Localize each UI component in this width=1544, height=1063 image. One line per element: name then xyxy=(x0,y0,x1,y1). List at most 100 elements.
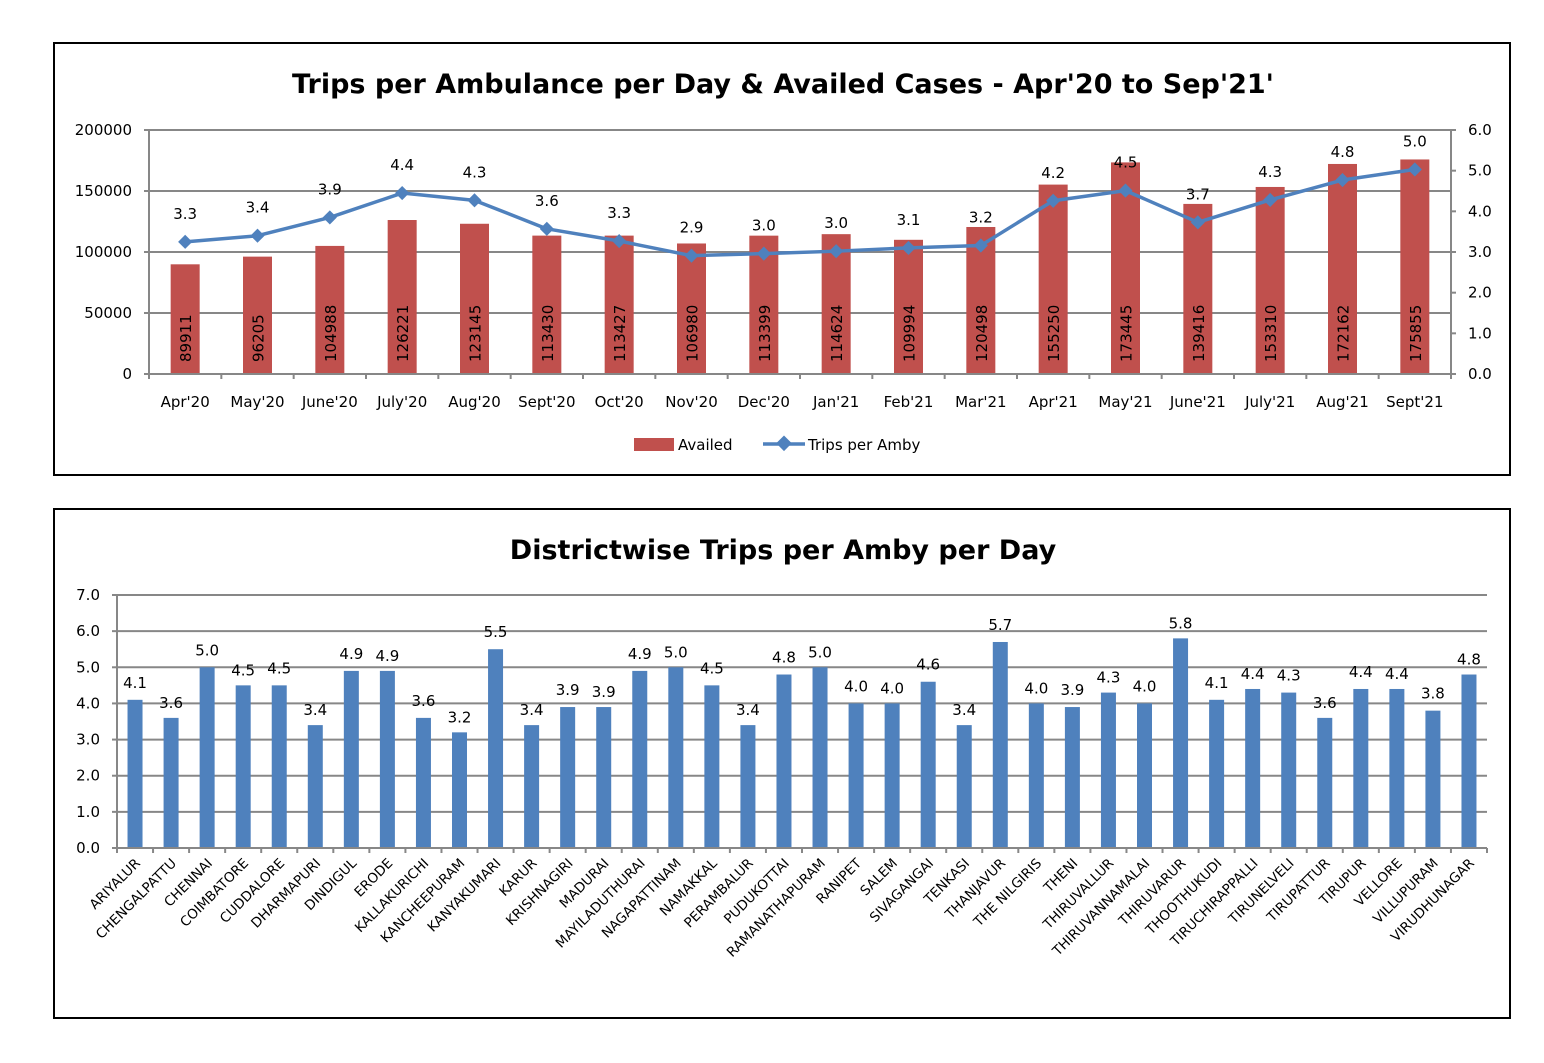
district-bar xyxy=(163,717,179,848)
district-bar xyxy=(127,699,143,848)
x-category-label: July'21 xyxy=(1244,393,1295,411)
district-data-label: 4.5 xyxy=(231,661,255,679)
availed-bar xyxy=(387,220,417,374)
district-bar xyxy=(1209,699,1225,848)
availed-bar-label: 139416 xyxy=(1190,305,1208,362)
trips-marker xyxy=(395,185,410,201)
district-data-label: 4.6 xyxy=(916,656,940,674)
x-category-label: Dec'20 xyxy=(738,393,790,411)
district-data-label: 5.7 xyxy=(988,616,1012,634)
x-category-label: Jan'21 xyxy=(812,393,859,411)
district-data-label: 4.4 xyxy=(1241,665,1265,683)
district-data-label: 3.4 xyxy=(952,701,976,719)
district-bar xyxy=(920,681,936,848)
trips-data-label: 3.3 xyxy=(173,205,197,223)
trips-marker xyxy=(756,246,771,261)
x-category-label: Feb'21 xyxy=(884,393,934,411)
district-bar xyxy=(668,667,684,848)
y-right-tick-label: 2.0 xyxy=(1468,284,1492,302)
district-bar xyxy=(992,641,1008,848)
y-tick-label: 4.0 xyxy=(76,694,100,712)
availed-bar-label: 155250 xyxy=(1045,305,1063,362)
district-data-label: 4.5 xyxy=(267,659,291,677)
availed-bar-label: 89911 xyxy=(177,314,195,362)
trips-data-label: 3.9 xyxy=(318,180,342,198)
trips-marker xyxy=(539,221,554,236)
y-right-tick-label: 4.0 xyxy=(1468,202,1492,220)
district-data-label: 3.8 xyxy=(1421,685,1445,703)
x-category-label: Nov'20 xyxy=(665,393,718,411)
trips-marker xyxy=(178,234,193,249)
y-right-tick-label: 3.0 xyxy=(1468,243,1492,261)
chart-districtwise: Districtwise Trips per Amby per Day 4.1 3… xyxy=(76,535,1488,961)
legend-label-trips: Trips per Amby xyxy=(807,436,920,454)
district-bar xyxy=(1028,703,1044,848)
trips-data-label: 3.7 xyxy=(1186,185,1210,203)
availed-bar xyxy=(894,239,923,374)
availed-bar-label: 126221 xyxy=(394,305,412,362)
availed-bar-label: 120498 xyxy=(973,305,991,362)
availed-bar-label: 123145 xyxy=(467,305,485,362)
district-bar xyxy=(1100,692,1116,848)
district-bar xyxy=(1281,692,1297,848)
district-data-label: 5.5 xyxy=(484,623,508,641)
district-bar xyxy=(740,725,756,848)
trips-marker xyxy=(1190,215,1205,230)
district-bar-labels: 4.1 3.6 5.0 4.5 4.5 3.4 4.9 4.9 3.6 3.2 5.5 3.4 3.9 3… xyxy=(123,614,1481,726)
availed-bar xyxy=(1400,159,1430,374)
district-data-label: 4.1 xyxy=(1205,674,1229,692)
availed-bar-label: 153310 xyxy=(1262,305,1280,362)
availed-bar-labels: 89911 96205 104988 126221 123145 113430 113427… xyxy=(177,305,1425,362)
district-data-label: 4.8 xyxy=(1457,651,1481,669)
district-data-label: 4.9 xyxy=(375,647,399,665)
trips-marker xyxy=(612,233,627,249)
district-bar xyxy=(812,667,828,848)
district-data-label: 4.0 xyxy=(1024,679,1048,697)
district-data-label: 4.9 xyxy=(339,645,363,663)
trips-data-label: 4.8 xyxy=(1331,143,1355,161)
district-data-label: 3.9 xyxy=(556,681,580,699)
availed-bar xyxy=(460,223,489,374)
trips-data-label: 5.0 xyxy=(1403,132,1427,150)
district-data-label: 3.4 xyxy=(303,701,327,719)
x-category-label: Sept'21 xyxy=(1386,393,1443,411)
availed-bar xyxy=(1183,203,1213,374)
district-bar xyxy=(415,717,431,848)
district-data-label: 4.1 xyxy=(123,674,147,692)
x-category-label: Sept'20 xyxy=(518,393,575,411)
trips-data-label: 4.3 xyxy=(1258,163,1282,181)
x-category-label: Aug'20 xyxy=(448,393,501,411)
district-bar xyxy=(343,670,359,848)
district-data-label: 3.9 xyxy=(1060,681,1084,699)
district-bar xyxy=(271,685,287,848)
district-data-label: 3.6 xyxy=(1313,694,1337,712)
y-right-tick-label: 0.0 xyxy=(1468,365,1492,383)
legend-label-availed: Availed xyxy=(678,436,733,454)
y-tick-label: 6.0 xyxy=(76,622,100,640)
chart-title: Districtwise Trips per Amby per Day xyxy=(510,535,1057,566)
x-category-label: July'20 xyxy=(376,393,427,411)
availed-bar-label: 175855 xyxy=(1407,305,1425,362)
chart-trips-availed: Trips per Ambulance per Day & Availed Ca… xyxy=(75,69,1492,454)
y-left-tick-label: 100000 xyxy=(75,243,132,261)
availed-bar xyxy=(532,235,562,374)
axes xyxy=(144,129,1456,379)
trips-data-label: 4.5 xyxy=(1114,154,1138,172)
y-axis-left-ticks: 0 50000 100000 150000 200000 xyxy=(75,121,132,383)
trips-data-label: 3.2 xyxy=(969,208,993,226)
district-data-label: 3.9 xyxy=(592,683,616,701)
y-left-tick-label: 150000 xyxy=(75,182,132,200)
axes xyxy=(112,594,1488,853)
legend: Availed Trips per Amby xyxy=(634,435,920,454)
district-data-label: 5.8 xyxy=(1169,614,1193,632)
availed-bar-label: 113427 xyxy=(611,305,629,362)
trips-marker xyxy=(322,210,337,225)
trips-marker xyxy=(829,244,844,259)
district-data-label: 4.0 xyxy=(880,679,904,697)
y-tick-label: 3.0 xyxy=(76,731,100,749)
district-bar xyxy=(1173,638,1189,848)
x-axis-categories: Apr'20 May'20 June'20 July'20 Aug'20 Sept'20 O… xyxy=(161,393,1444,411)
district-bar xyxy=(560,707,576,848)
x-axis-categories: ARIYALURCHENGALPATTUCHENNAICOIMBATORECUD… xyxy=(86,855,1477,961)
